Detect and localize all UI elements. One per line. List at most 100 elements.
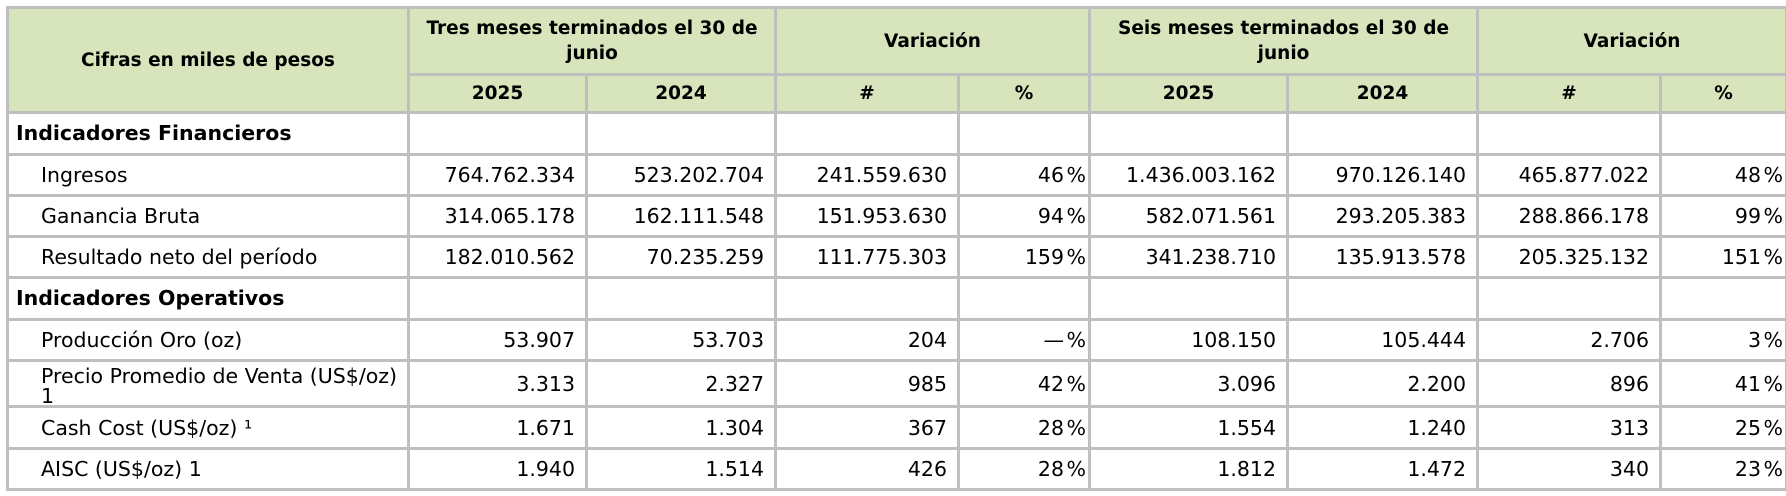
row-label-text: Cash Cost (US$/oz) ¹ [41, 415, 253, 440]
percent-value: 159 [1024, 245, 1064, 270]
empty-cell [774, 111, 960, 156]
row-label: Ingresos [6, 152, 410, 197]
percent-cell: 46% [957, 152, 1091, 197]
percent-value: 42 [1037, 371, 1064, 396]
value-cell: 3.096 [1088, 358, 1289, 409]
value-cell: 151.953.630 [774, 193, 960, 239]
empty-cell [1285, 111, 1480, 156]
row-label-text: AISC (US$/oz) 1 [41, 456, 202, 481]
percent-cell: 94% [957, 193, 1091, 239]
value-cell: 970.126.140 [1285, 152, 1480, 197]
row-label-text: Resultado neto del período [41, 245, 318, 270]
subheader-q-var-pct: % [957, 73, 1091, 115]
value-cell: 53.907 [407, 317, 588, 362]
empty-cell [1088, 276, 1289, 321]
subheader-q-var-abs: # [774, 73, 960, 115]
percent-value: 23 [1734, 456, 1762, 481]
percent-sign: % [1066, 245, 1086, 270]
section-row-operational: Indicadores Operativos [6, 276, 1786, 321]
empty-cell [585, 276, 777, 321]
empty-cell [957, 111, 1091, 156]
value-cell: 523.202.704 [585, 152, 777, 197]
percent-cell: 99% [1659, 193, 1786, 239]
percent-value: 28 [1037, 415, 1064, 440]
unit-label-header: Cifras en miles de pesos [6, 5, 410, 115]
row-label: Precio Promedio de Venta (US$/oz) 1 [6, 358, 410, 409]
value-cell: 1.472 [1285, 446, 1480, 492]
value-cell: 135.913.578 [1285, 235, 1480, 280]
empty-cell [1659, 276, 1786, 321]
percent-value: 48 [1734, 162, 1762, 187]
subheader-s-2025: 2025 [1088, 73, 1289, 115]
percent-value: 99 [1734, 203, 1762, 228]
table-row: Cash Cost (US$/oz) ¹ 1.671 1.304 367 28% 1.55… [6, 405, 1786, 450]
percent-sign: % [1066, 327, 1086, 352]
value-cell: 1.671 [407, 405, 588, 450]
value-cell: 108.150 [1088, 317, 1289, 362]
percent-value: 25 [1734, 415, 1762, 440]
percent-value: 41 [1734, 371, 1762, 396]
percent-sign: % [1763, 203, 1784, 228]
empty-cell [585, 111, 777, 156]
percent-value: 3 [1747, 327, 1762, 352]
value-cell: 1.514 [585, 446, 777, 492]
row-label: Cash Cost (US$/oz) ¹ [6, 405, 410, 450]
value-cell: 3.313 [407, 358, 588, 409]
value-cell: 1.436.003.162 [1088, 152, 1289, 197]
empty-cell [774, 276, 960, 321]
value-cell: 162.111.548 [585, 193, 777, 239]
row-label-text: Ingresos [41, 162, 128, 187]
value-cell: 2.706 [1476, 317, 1663, 362]
value-cell: 204 [774, 317, 960, 362]
percent-cell: 41% [1659, 358, 1786, 409]
six-months-header: Seis meses terminados el 30 de junio [1087, 5, 1480, 77]
table-row: Producción Oro (oz) 53.907 53.703 204—% 108.… [6, 317, 1786, 362]
empty-cell [1476, 111, 1663, 156]
percent-sign: % [1763, 415, 1784, 440]
empty-cell [1088, 111, 1289, 156]
percent-cell: —% [957, 317, 1091, 362]
empty-cell [1659, 111, 1786, 156]
row-label: Producción Oro (oz) [6, 317, 410, 362]
table-row: Resultado neto del período 182.010.562 70.… [6, 235, 1786, 280]
value-cell: 288.866.178 [1476, 193, 1663, 239]
value-cell: 1.940 [407, 446, 588, 492]
percent-sign: % [1066, 162, 1086, 187]
percent-value: — [1043, 327, 1065, 352]
section-row-financial: Indicadores Financieros [6, 111, 1786, 156]
table-row: Ingresos 764.762.334 523.202.704 241.559.63… [6, 152, 1786, 197]
value-cell: 2.200 [1285, 358, 1480, 409]
subheader-s-var-abs: # [1476, 73, 1663, 115]
empty-cell [407, 111, 588, 156]
percent-sign: % [1066, 371, 1086, 396]
percent-cell: 28% [957, 405, 1091, 450]
percent-cell: 151% [1659, 235, 1786, 280]
value-cell: 1.304 [585, 405, 777, 450]
value-cell: 70.235.259 [585, 235, 777, 280]
empty-cell [407, 276, 588, 321]
percent-sign: % [1763, 162, 1784, 187]
value-cell: 465.877.022 [1476, 152, 1663, 197]
empty-cell [1476, 276, 1663, 321]
value-cell: 1.240 [1285, 405, 1480, 450]
row-label-text: Producción Oro (oz) [41, 327, 243, 352]
variation-header-six-months: Variación [1476, 5, 1786, 77]
empty-cell [1285, 276, 1480, 321]
table-row: Precio Promedio de Venta (US$/oz) 1 3.313… [6, 358, 1786, 409]
row-label-text: Precio Promedio de Venta (US$/oz) 1 [41, 363, 398, 404]
value-cell: 293.205.383 [1285, 193, 1480, 239]
percent-sign: % [1066, 203, 1086, 228]
value-cell: 340 [1476, 446, 1663, 492]
percent-sign: % [1763, 245, 1784, 270]
value-cell: 2.327 [585, 358, 777, 409]
variation-header-three-months: Variación [774, 5, 1091, 77]
value-cell: 896 [1476, 358, 1663, 409]
percent-sign: % [1763, 327, 1784, 352]
value-cell: 341.238.710 [1088, 235, 1289, 280]
subheader-q-2024: 2024 [585, 73, 777, 115]
value-cell: 53.703 [585, 317, 777, 362]
percent-value: 46 [1037, 162, 1064, 187]
subheader-s-var-pct: % [1659, 73, 1786, 115]
three-months-header: Tres meses terminados el 30 de junio [407, 5, 777, 77]
row-label: Ganancia Bruta [6, 193, 410, 239]
